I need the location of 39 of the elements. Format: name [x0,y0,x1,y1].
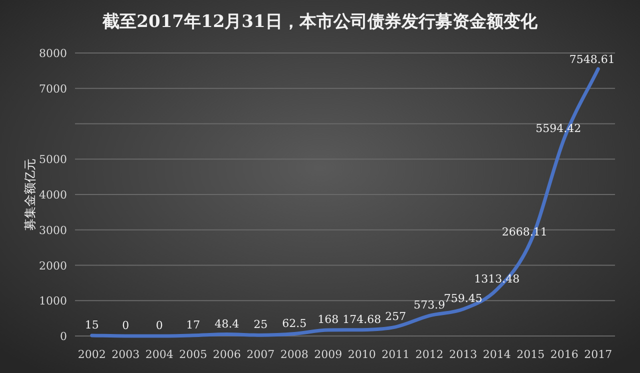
x-tick-label: 2008 [280,348,308,361]
x-tick-label: 2002 [78,348,106,361]
x-tick-label: 2009 [314,348,342,361]
x-tick-label: 2014 [482,348,511,361]
y-tick-label: 8000 [39,47,67,60]
y-tick-label: 5000 [39,153,67,166]
y-axis-title: 募集金额亿元 [23,158,37,230]
data-label: 15 [84,318,99,332]
chart-title: 截至2017年12月31日，本市公司债券发行募资金额变化 [102,12,538,32]
data-label: 25 [254,318,268,332]
data-label: 0 [122,319,130,332]
y-tick-label: 4000 [39,188,67,202]
x-tick-label: 2017 [584,348,612,361]
x-tick-label: 2016 [550,348,578,361]
x-tick-label: 2015 [516,348,545,361]
y-tick-label: 7000 [39,82,67,96]
data-label: 174.68 [342,312,382,326]
x-tick-label: 2007 [246,348,275,361]
x-tick-label: 2003 [112,348,140,361]
x-tick-label: 2006 [212,348,241,361]
data-label: 257 [385,310,406,323]
x-tick-label: 2012 [415,348,444,361]
data-label: 168 [318,313,339,326]
x-tick-label: 2011 [382,348,410,361]
y-tick-label: 0 [60,330,67,343]
y-tick-label: 1000 [39,294,67,308]
data-label: 573.9 [414,298,446,312]
data-label: 0 [156,319,163,332]
x-tick-label: 2004 [145,348,174,361]
data-label: 7548.61 [569,52,615,66]
x-tick-label: 2013 [449,348,478,361]
data-label: 48.4 [214,317,240,330]
x-tick-label: 2010 [348,348,376,361]
data-label: 17 [186,318,200,332]
data-label: 759.45 [444,292,482,306]
x-tick-label: 2005 [179,348,208,361]
data-label: 62.5 [282,316,307,330]
y-tick-label: 3000 [39,224,67,237]
y-tick-label: 2000 [39,259,67,272]
